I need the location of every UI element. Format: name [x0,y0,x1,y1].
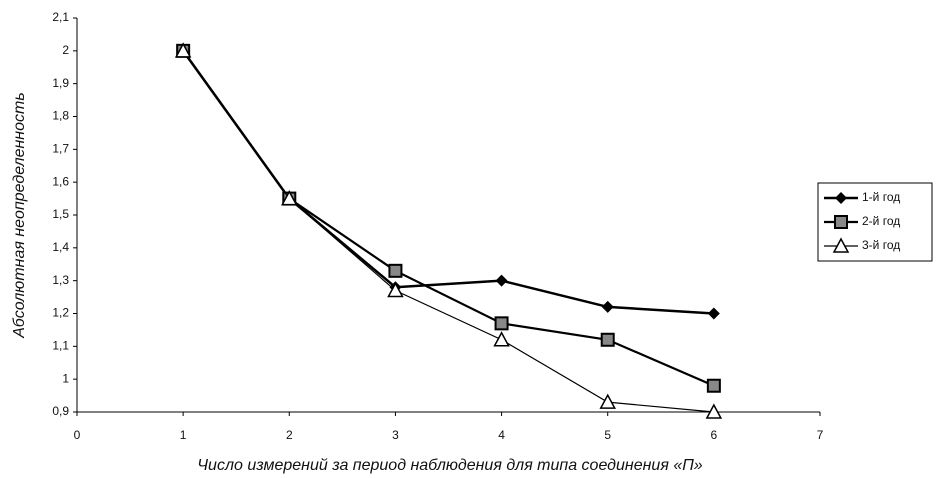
data-point [387,281,404,298]
data-point [174,42,192,58]
y-tick-label: 1,5 [52,207,69,221]
y-tick-label: 1,8 [52,109,69,123]
data-point [493,331,510,347]
x-tick-label: 5 [604,428,611,442]
data-point [495,274,508,287]
y-tick-label: 1,4 [52,240,69,254]
series-line [182,50,715,387]
x-tick-label: 3 [392,428,399,442]
data-point [706,378,721,393]
legend-marker [832,237,850,253]
x-tick-label: 1 [180,428,187,442]
y-tick-label: 1,3 [52,273,69,287]
series-line [182,50,714,315]
y-tick-label: 1,6 [52,174,69,188]
legend-label: 1-й год [862,190,900,204]
x-tick-label: 0 [74,428,81,442]
x-tick-label: 4 [498,428,505,442]
y-tick-label: 1,7 [52,142,69,156]
data-point [599,393,616,409]
data-point [388,263,403,278]
data-point [601,300,614,313]
x-axis-title: Число измерений за период наблюдения для… [197,457,703,474]
y-tick-label: 1,1 [52,339,69,353]
legend-label: 3-й год [862,238,900,252]
y-tick-label: 1 [62,371,69,385]
legend-label: 2-й год [862,214,900,228]
data-point [281,190,298,206]
x-tick-label: 7 [817,428,824,442]
legend-marker [834,215,848,229]
y-axis-title: Абсолютная неопределенность [11,92,28,339]
data-point [600,332,615,347]
y-tick-label: 1,9 [52,76,69,90]
series-line [182,50,714,413]
y-tick-label: 0,9 [52,404,69,418]
data-point [494,316,509,331]
data-point [707,307,720,320]
y-tick-label: 1,2 [52,306,69,320]
x-tick-label: 6 [711,428,718,442]
y-tick-label: 2,1 [52,10,69,24]
legend-marker [835,192,847,204]
data-point [705,403,723,419]
x-tick-label: 2 [286,428,293,442]
y-tick-label: 2 [62,43,69,57]
